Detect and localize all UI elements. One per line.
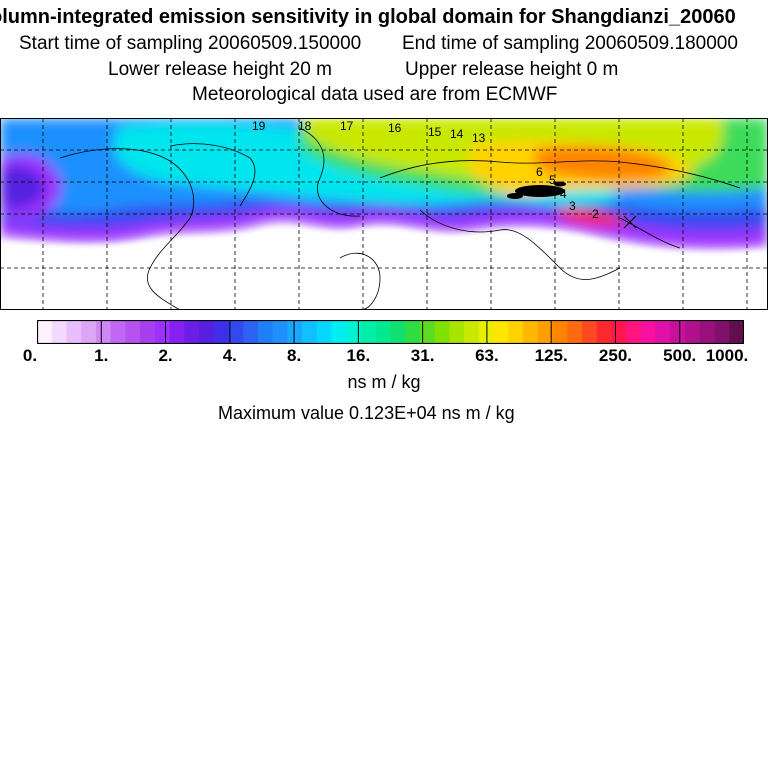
end-time-label: End time of sampling 20060509.180000 (402, 33, 738, 54)
colorbar-tick-label: 63. (475, 346, 499, 365)
colorbar-swatch (37, 320, 53, 344)
colorbar-swatch (419, 320, 436, 344)
colorbar-swatch (66, 320, 82, 344)
lower-height-label: Lower release height 20 m (108, 59, 332, 80)
colorbar-tick-label: 4. (222, 346, 237, 365)
colorbar-swatch (272, 320, 288, 344)
colorbar-swatch (184, 320, 200, 344)
colorbar-swatch (699, 320, 715, 344)
sensitivity-map: 19 18 17 16 15 14 13 6 5 4 3 2 (0, 118, 768, 310)
colorbar-tick-label: 8. (286, 346, 302, 365)
colorbar-swatch (567, 320, 583, 344)
colorbar-swatch (523, 320, 539, 344)
colorbar-swatch (257, 320, 274, 344)
coastlines (59, 127, 741, 310)
colorbar-swatch (331, 320, 347, 344)
colorbar-tick-label: 1. (94, 346, 109, 365)
colorbar-swatch (199, 320, 215, 344)
colorbar-swatch (581, 320, 598, 344)
trajectory-label: 16 (388, 121, 402, 135)
colorbar-swatch (169, 320, 185, 344)
colorbar-swatch (640, 320, 657, 344)
trajectory-label: 15 (428, 125, 442, 139)
trajectory-label: 19 (252, 119, 266, 133)
colorbar-tick-label: 31. (410, 346, 435, 365)
trajectory-label: 17 (340, 119, 354, 133)
colorbar-swatch (125, 320, 141, 344)
colorbar-tick-label: 2. (158, 346, 173, 365)
trajectory-label: 14 (450, 127, 464, 141)
colorbar-swatch (493, 320, 509, 344)
start-time-label: Start time of sampling 20060509.150000 (19, 33, 362, 54)
colorbar-swatch (434, 320, 450, 344)
colorbar-swatch (596, 320, 612, 344)
colorbar-swatch (508, 320, 524, 344)
trajectory-cluster (507, 181, 566, 199)
trajectory-label: 4 (560, 187, 567, 201)
colorbar-swatch (464, 320, 480, 344)
colorbar-swatch (685, 320, 701, 344)
colorbar-tick-label: 125. (534, 346, 568, 365)
colorbar-swatch (361, 320, 377, 344)
colorbar-swatch (552, 320, 568, 344)
colorbar-swatch (346, 320, 362, 344)
release-site-marker (623, 215, 637, 229)
trajectory-labels: 19 18 17 16 15 14 13 6 5 4 3 2 (252, 119, 599, 221)
figure-title: olumn-integrated emission sensitivity in… (0, 6, 736, 28)
colorbar-swatch (95, 320, 112, 344)
low-sensitivity-region (0, 226, 768, 310)
colorbar-swatch (714, 320, 730, 344)
trajectory-label: 2 (592, 207, 599, 221)
trajectory-label: 5 (549, 173, 556, 187)
colorbar-tick-label: 16. (346, 346, 371, 365)
colorbar-swatch (51, 320, 67, 344)
colorbar-swatch (729, 320, 744, 344)
trajectory-label: 13 (472, 131, 486, 145)
colorbar-frame (37, 320, 744, 344)
maximum-value-label: Maximum value 0.123E+04 ns m / kg (218, 403, 515, 423)
colorbar-swatch (213, 320, 229, 344)
colorbar-tick-label: 0. (22, 346, 38, 365)
colorbar-swatch (316, 320, 332, 344)
colorbar-swatch (81, 320, 97, 344)
colorbar-swatch (670, 320, 686, 344)
colorbar-swatch (302, 320, 318, 344)
colorbar-swatch (140, 320, 156, 344)
trajectory-label: 3 (569, 199, 576, 213)
upper-height-label: Upper release height 0 m (405, 59, 619, 80)
colorbar-swatch (655, 320, 671, 344)
colorbar-swatch (228, 320, 244, 344)
colorbar-swatch (626, 320, 642, 344)
units-label: ns m / kg (347, 372, 421, 392)
colorbar-swatch (110, 320, 126, 344)
met-data-label: Meteorological data used are from ECMWF (192, 84, 558, 105)
colorbar-swatch (243, 320, 259, 344)
colorbar-tick-label: 250. (598, 346, 632, 365)
map-grid (0, 118, 768, 310)
colorbar-swatch (537, 320, 553, 344)
colorbar-swatch (405, 320, 421, 344)
trajectory-label: 18 (298, 119, 312, 133)
trajectory-label: 6 (536, 165, 543, 179)
colorbar-swatch (287, 320, 303, 344)
colorbar-swatch (611, 320, 627, 344)
colorbar-tick-label: 500. (663, 346, 697, 365)
colorbar (37, 320, 744, 344)
colorbar-swatch (449, 320, 465, 344)
colorbar-swatch (390, 320, 406, 344)
colorbar-tick-label: 1000. (705, 346, 749, 365)
colorbar-swatch (154, 320, 170, 344)
colorbar-swatch (375, 320, 391, 344)
